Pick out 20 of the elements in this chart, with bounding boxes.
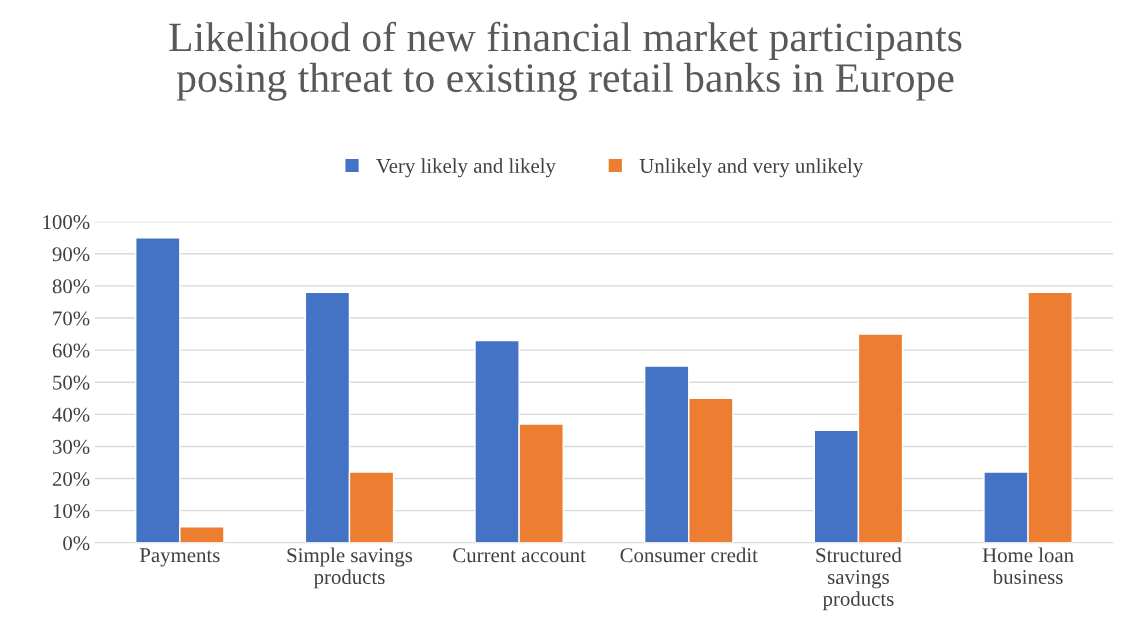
x-tick-label: Simple savings products xyxy=(287,547,413,589)
x-tick-label: Consumer credit xyxy=(620,547,758,563)
legend-label: Very likely and likely xyxy=(376,158,556,178)
y-tick-label: 50% xyxy=(53,375,90,390)
y-tick-label: 100% xyxy=(43,215,90,230)
y-tick-label: 20% xyxy=(52,471,90,487)
y-tick-label: 30% xyxy=(52,439,90,454)
y-tick-label: 60% xyxy=(52,343,90,358)
x-tick-label: Structured savings products xyxy=(816,547,902,611)
x-tick-label: Current account xyxy=(453,548,586,563)
legend-label: Unlikely and very unlikely xyxy=(639,158,864,178)
y-tick-label: 70% xyxy=(53,311,90,326)
y-tick-label: 0% xyxy=(63,536,90,551)
chart-title: Likelihood of new financial market participants posing threat to existing retail banks in Europe xyxy=(169,21,962,101)
x-tick-label: Payments xyxy=(139,548,220,567)
y-tick-label: 10% xyxy=(53,504,90,519)
x-tick-label: Home loan business xyxy=(982,547,1074,585)
y-tick-label: 40% xyxy=(52,407,90,422)
y-tick-label: 90% xyxy=(52,247,90,262)
y-tick-label: 80% xyxy=(52,279,90,294)
